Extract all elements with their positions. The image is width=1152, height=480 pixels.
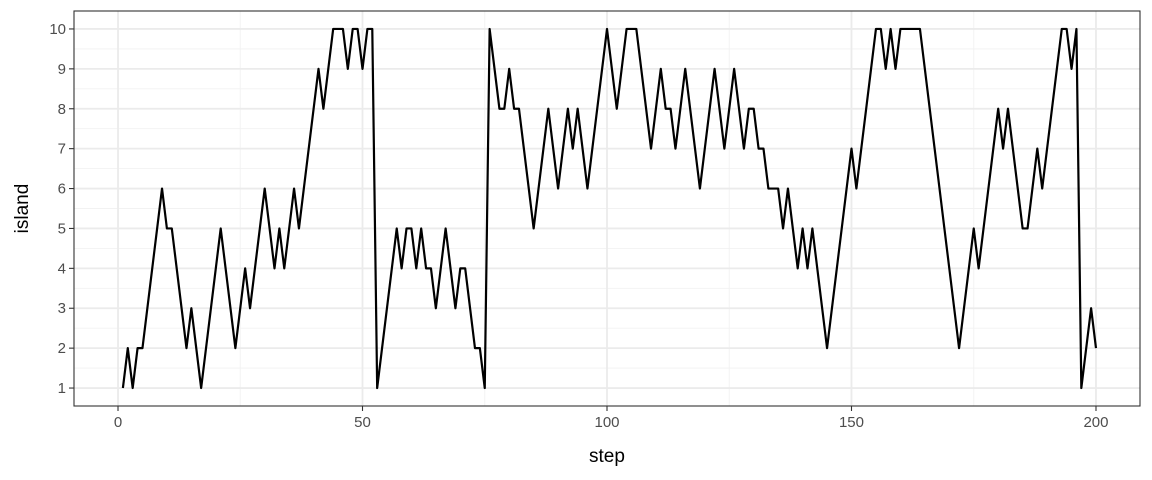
x-tick-label: 50 xyxy=(354,414,371,431)
y-tick-label: 2 xyxy=(58,340,66,357)
series-layer xyxy=(121,27,1098,390)
x-tick-label: 0 xyxy=(114,414,122,431)
x-tick-label: 150 xyxy=(839,414,864,431)
x-tick-label: 200 xyxy=(1083,414,1108,431)
y-tick-label: 9 xyxy=(58,61,66,78)
y-tick-label: 4 xyxy=(58,260,66,277)
y-tick-label: 5 xyxy=(58,220,66,237)
x-tick-label: 100 xyxy=(594,414,619,431)
y-tick-label: 1 xyxy=(58,380,66,397)
series-line-0 xyxy=(121,27,1098,390)
y-tick-label: 8 xyxy=(58,101,66,118)
x-axis: 0 50 100 150 200 xyxy=(114,406,1109,431)
x-axis-title: step xyxy=(589,446,625,467)
y-tick-label: 6 xyxy=(58,181,66,198)
y-tick-label: 7 xyxy=(58,141,66,158)
y-axis-title: island xyxy=(12,184,33,234)
y-tick-label: 3 xyxy=(58,300,66,317)
y-axis: 1 2 3 4 5 6 7 8 9 10 xyxy=(49,21,74,397)
y-tick-label: 10 xyxy=(49,21,66,38)
